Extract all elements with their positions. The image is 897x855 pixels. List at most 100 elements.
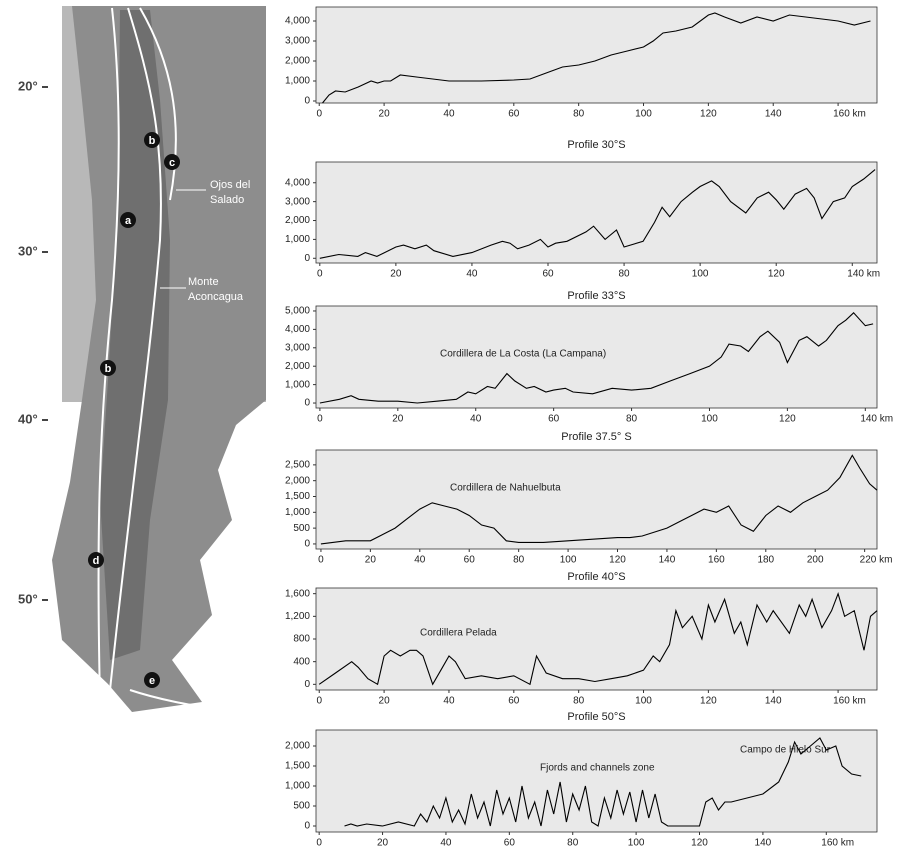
- y-tick-label: 0: [304, 253, 310, 264]
- x-tick-label: 140: [659, 555, 676, 566]
- y-tick-label: 1,000: [285, 781, 310, 792]
- zone-label: c: [169, 157, 175, 169]
- x-tick-label: 80: [626, 414, 638, 425]
- y-tick-label: 800: [293, 634, 310, 645]
- x-tick-label: 0: [316, 838, 322, 849]
- y-tick-label: 1,000: [285, 76, 310, 87]
- x-tick-label: 20: [379, 109, 391, 120]
- annotation: Fjords and channels zone: [540, 763, 655, 774]
- y-tick-label: 4,000: [285, 16, 310, 27]
- figure: 20° 30° 40° 50° b c a b d e Ojos del Sal…: [0, 0, 897, 850]
- x-tick-label: 0: [317, 269, 323, 280]
- zone-label: b: [149, 135, 156, 147]
- y-tick-label: 2,000: [285, 361, 310, 372]
- x-tick-label: 80: [513, 555, 525, 566]
- x-tick-label: 80: [619, 269, 631, 280]
- x-tick-label: 120: [700, 696, 717, 707]
- x-tick-label: 120: [609, 555, 626, 566]
- x-tick-label: 160 km: [821, 838, 854, 849]
- x-tick-label: 140: [765, 109, 782, 120]
- profile-title: Profile 40°S: [567, 571, 625, 583]
- y-tick-label: 0: [304, 821, 310, 832]
- y-tick-label: 500: [293, 523, 310, 534]
- y-tick-label: 400: [293, 656, 310, 667]
- map: 20° 30° 40° 50° b c a b d e Ojos del Sal…: [18, 6, 266, 712]
- y-tick-label: 0: [304, 679, 310, 690]
- y-tick-label: 0: [304, 398, 310, 409]
- zone-label: a: [125, 215, 132, 227]
- y-tick-label: 1,000: [285, 379, 310, 390]
- y-tick-label: 1,500: [285, 491, 310, 502]
- x-tick-label: 40: [440, 838, 452, 849]
- x-tick-label: 60: [504, 838, 516, 849]
- y-tick-label: 1,000: [285, 234, 310, 245]
- x-tick-label: 100: [628, 838, 645, 849]
- y-tick-label: 0: [304, 539, 310, 550]
- x-tick-label: 40: [443, 696, 455, 707]
- x-tick-label: 180: [757, 555, 774, 566]
- plot-area: [316, 588, 877, 690]
- x-tick-label: 0: [318, 555, 324, 566]
- x-tick-label: 80: [573, 696, 585, 707]
- zone-label: e: [149, 675, 155, 687]
- latitude-label: 40°: [18, 411, 38, 426]
- y-tick-label: 1,200: [285, 611, 310, 622]
- x-tick-label: 60: [464, 555, 476, 566]
- x-tick-label: 160 km: [833, 696, 866, 707]
- x-tick-label: 120: [779, 414, 796, 425]
- plot-area: [316, 162, 877, 263]
- x-tick-label: 140 km: [847, 269, 880, 280]
- x-tick-label: 20: [392, 414, 404, 425]
- y-tick-label: 0: [304, 96, 310, 107]
- annotation: Cordillera de La Costa (La Campana): [440, 349, 606, 360]
- peak-label: Aconcagua: [188, 291, 244, 303]
- x-tick-label: 140: [765, 696, 782, 707]
- y-tick-label: 3,000: [285, 36, 310, 47]
- x-tick-label: 0: [316, 696, 322, 707]
- annotation: Cordillera de Nahuelbuta: [450, 483, 561, 494]
- x-tick-label: 40: [443, 109, 455, 120]
- x-tick-label: 20: [390, 269, 402, 280]
- y-tick-label: 1,000: [285, 507, 310, 518]
- y-tick-label: 2,000: [285, 741, 310, 752]
- y-tick-label: 2,000: [285, 215, 310, 226]
- profile-title: Profile 30°S: [567, 139, 625, 151]
- x-tick-label: 100: [701, 414, 718, 425]
- x-tick-label: 60: [508, 696, 520, 707]
- x-tick-label: 80: [567, 838, 579, 849]
- x-tick-label: 100: [635, 109, 652, 120]
- latitude-label: 50°: [18, 591, 38, 606]
- x-tick-label: 120: [691, 838, 708, 849]
- x-tick-label: 60: [548, 414, 560, 425]
- x-tick-label: 20: [365, 555, 377, 566]
- x-tick-label: 20: [377, 838, 389, 849]
- y-tick-label: 4,000: [285, 324, 310, 335]
- y-tick-label: 2,500: [285, 460, 310, 471]
- x-tick-label: 0: [317, 414, 323, 425]
- y-tick-label: 2,000: [285, 475, 310, 486]
- peak-label: Ojos del: [210, 179, 250, 191]
- annotation: Cordillera Pelada: [420, 628, 497, 639]
- y-tick-label: 5,000: [285, 306, 310, 317]
- plot-area: [316, 450, 877, 549]
- y-tick-label: 4,000: [285, 177, 310, 188]
- x-tick-label: 120: [700, 109, 717, 120]
- x-tick-label: 160: [708, 555, 725, 566]
- x-tick-label: 100: [692, 269, 709, 280]
- x-tick-label: 100: [635, 696, 652, 707]
- x-tick-label: 100: [560, 555, 577, 566]
- x-tick-label: 0: [316, 109, 322, 120]
- x-tick-label: 20: [379, 696, 391, 707]
- profile-title: Profile 50°S: [567, 711, 625, 723]
- x-tick-label: 60: [508, 109, 520, 120]
- plot-area: [316, 7, 877, 103]
- x-tick-label: 200: [807, 555, 824, 566]
- y-tick-label: 3,000: [285, 196, 310, 207]
- x-tick-label: 140: [755, 838, 772, 849]
- peak-label: Monte: [188, 276, 219, 288]
- x-tick-label: 60: [542, 269, 554, 280]
- zone-label: b: [105, 363, 112, 375]
- peak-label: Salado: [210, 194, 244, 206]
- y-tick-label: 1,500: [285, 761, 310, 772]
- x-tick-label: 140 km: [860, 414, 893, 425]
